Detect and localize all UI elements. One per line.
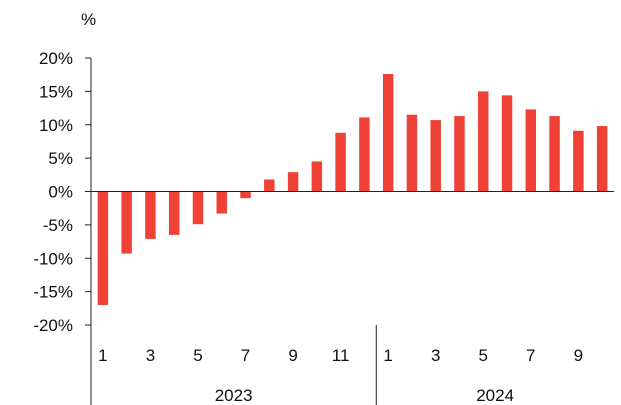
x-month-label: 7 <box>241 346 250 365</box>
bar <box>145 191 156 239</box>
x-month-label: 9 <box>574 346 583 365</box>
y-tick-label: 0% <box>48 183 73 202</box>
bar <box>478 91 489 192</box>
x-month-label: 7 <box>526 346 535 365</box>
bar <box>335 132 346 192</box>
y-unit-label: % <box>81 10 96 29</box>
bar <box>121 191 132 254</box>
bar <box>287 172 299 192</box>
bar <box>240 191 251 199</box>
y-tick-label: -5% <box>43 216 73 235</box>
y-tick-label: 20% <box>39 49 73 68</box>
bar <box>382 74 394 192</box>
bar <box>430 120 441 192</box>
x-month-label: 9 <box>288 346 297 365</box>
bar <box>454 116 465 192</box>
bars <box>97 74 608 305</box>
bar <box>525 109 537 192</box>
bar <box>596 126 608 192</box>
y-tick-label: -20% <box>33 316 73 335</box>
bar <box>359 117 370 192</box>
bar <box>216 191 227 214</box>
bar <box>501 95 513 192</box>
x-year-label: 2024 <box>476 386 514 405</box>
y-tick-label: 15% <box>39 82 73 101</box>
bar <box>192 191 204 225</box>
bar <box>264 179 275 192</box>
x-year-label: 2023 <box>215 386 253 405</box>
y-tick-label: 10% <box>39 116 73 135</box>
bar <box>168 191 180 235</box>
x-month-label: 1 <box>98 346 107 365</box>
y-axis: 20% 15% 10% 5% 0% -5% -10% -15% -20% <box>33 49 92 335</box>
bar <box>406 114 418 192</box>
x-month-label: 5 <box>193 346 202 365</box>
bar <box>97 191 109 305</box>
y-tick-label: -10% <box>33 249 73 268</box>
x-month-label: 1 <box>383 346 392 365</box>
x-month-label: 3 <box>431 346 440 365</box>
x-month-label: 11 <box>332 346 350 365</box>
bar <box>311 161 323 192</box>
x-month-label: 3 <box>146 346 155 365</box>
bar <box>573 130 584 192</box>
y-tick-label: 5% <box>48 149 73 168</box>
y-tick-label: -15% <box>33 283 73 302</box>
x-month-label: 5 <box>479 346 488 365</box>
bar <box>549 116 560 192</box>
